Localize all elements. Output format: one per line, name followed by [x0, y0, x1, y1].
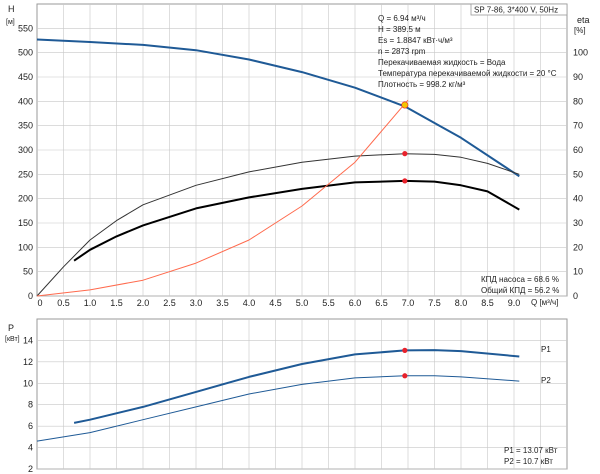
power-note: P1 = 13.07 кВт P2 = 10.7 кВт	[504, 446, 558, 466]
model-title: SP 7-86, 3*400 V, 50Hz	[474, 6, 558, 15]
upper-y-unit: [м]	[6, 19, 15, 26]
upper-right-label: eta	[577, 15, 590, 25]
y-tick-label: 0	[28, 291, 33, 301]
info-line: Q = 6.94 м³/ч	[378, 14, 426, 23]
series-line-head	[36, 38, 520, 178]
series-label-p2: P2	[541, 376, 551, 385]
y-tick-label: 200	[18, 194, 33, 204]
y-tick-label: 350	[18, 121, 33, 131]
info-line: Перекачиваемая жидкость = Вода	[378, 58, 506, 67]
y-right-tick-label: 60	[573, 145, 583, 155]
info-line: Плотность = 998.2 кг/м³	[378, 80, 466, 89]
operating-point-marker	[402, 347, 408, 353]
x-tick-label: 4.0	[243, 298, 256, 308]
x-tick-label: 5.0	[296, 298, 309, 308]
operating-point-marker	[402, 373, 408, 379]
y-right-tick-label: 100	[573, 48, 588, 58]
x-tick-label: 7.5	[428, 298, 441, 308]
operating-info: Q = 6.94 м³/ч H = 389.5 м Es = 1.8847 кВ…	[378, 14, 557, 89]
x-tick-label: 8.5	[481, 298, 494, 308]
y-right-tick-label: 20	[573, 242, 583, 252]
y-right-tick-label: 30	[573, 218, 583, 228]
upper-grid	[37, 4, 567, 297]
series-line-P2	[36, 375, 520, 442]
upper-series	[36, 38, 520, 297]
series-label-p1: P1	[541, 345, 551, 354]
upper-y-label: H	[8, 4, 15, 14]
info-line: H = 389.5 м	[378, 25, 421, 34]
y-right-tick-label: 90	[573, 72, 583, 82]
lower-grid	[37, 319, 567, 470]
y-tick-label: 10	[23, 378, 33, 388]
series-line-efficiency_main	[73, 179, 520, 262]
operating-point-marker	[402, 151, 408, 157]
y-right-tick-label: 0	[573, 291, 578, 301]
y-right-tick-label: 50	[573, 169, 583, 179]
efficiency-note-line: КПД насоса = 68.6 %	[481, 275, 559, 284]
y-tick-label: 100	[18, 242, 33, 252]
model-box	[470, 3, 568, 16]
upper-axes: 0 0.5 1.0 1.5 2.0 2.5 3.0 3.5 4.0 4.5 5.0 5.5 6.0 6.5…	[18, 23, 588, 308]
series-line-system_curve	[36, 99, 409, 297]
x-tick-label: 4.5	[269, 298, 282, 308]
y-right-tick-label: 40	[573, 194, 583, 204]
y-right-tick-label: 80	[573, 96, 583, 106]
x-tick-label: 3.0	[190, 298, 203, 308]
y-tick-label: 14	[23, 335, 33, 345]
x-tick-label: 6.0	[349, 298, 362, 308]
y-tick-label: 8	[28, 400, 33, 410]
y-tick-label: 250	[18, 169, 33, 179]
lower-markers	[402, 347, 408, 379]
series-line-efficiency_thin	[36, 153, 520, 297]
y-right-tick-label: 10	[573, 267, 583, 277]
x-tick-label: 3.5	[216, 298, 229, 308]
x-tick-label: 5.5	[322, 298, 335, 308]
x-tick-label: 1.5	[110, 298, 123, 308]
y-tick-label: 50	[23, 267, 33, 277]
power-note-line: P2 = 10.7 кВт	[504, 457, 553, 466]
x-tick-label: 2.5	[163, 298, 176, 308]
y-tick-label: 12	[23, 357, 33, 367]
y-tick-label: 500	[18, 48, 33, 58]
y-tick-label: 400	[18, 96, 33, 106]
operating-point-marker	[402, 178, 408, 184]
series-line-P1	[73, 349, 520, 424]
y-tick-label: 450	[18, 72, 33, 82]
lower-y-label: P	[8, 323, 14, 333]
x-tick-label: 2.0	[137, 298, 150, 308]
power-note-line: P1 = 13.07 кВт	[504, 446, 558, 455]
efficiency-note: КПД насоса = 68.6 % Общий КПД = 56.2 %	[481, 275, 559, 295]
lower-axes: 2 4 6 8 10 12 14	[23, 335, 33, 474]
lower-y-unit: [кВт]	[5, 336, 20, 343]
x-tick-label: 1.0	[84, 298, 97, 308]
y-tick-label: 550	[18, 23, 33, 33]
x-tick-label: 7.0	[402, 298, 415, 308]
y-tick-label: 150	[18, 218, 33, 228]
y-tick-label: 6	[28, 421, 33, 431]
x-axis-label: Q [м³/ч]	[531, 298, 558, 307]
x-tick-label: 6.5	[375, 298, 388, 308]
info-line: Es = 1.8847 кВт·ч/м³	[378, 36, 453, 45]
y-tick-label: 2	[28, 464, 33, 474]
x-tick-label: 0.5	[57, 298, 70, 308]
x-tick-label: 0	[37, 298, 42, 308]
info-line: n = 2873 rpm	[378, 47, 426, 56]
operating-point-marker	[401, 101, 409, 109]
x-tick-label: 9.0	[508, 298, 521, 308]
lower-plot: 2 4 6 8 10 12 14 P [кВт] P1 P2 P1 = 13.07 кВт …	[5, 318, 568, 474]
upper-markers	[401, 101, 409, 184]
x-tick-label: 8.0	[455, 298, 468, 308]
upper-plot: 0 0.5 1.0 1.5 2.0 2.5 3.0 3.5 4.0 4.5 5.0 5.5 6.0 6.5…	[6, 3, 590, 308]
efficiency-note-line: Общий КПД = 56.2 %	[481, 286, 559, 295]
lower-series	[36, 349, 520, 442]
info-line: Температура перекачиваемой жидкости = 20…	[378, 69, 557, 78]
y-tick-label: 300	[18, 145, 33, 155]
upper-right-unit: [%]	[574, 26, 586, 35]
y-tick-label: 4	[28, 443, 33, 453]
y-right-tick-label: 70	[573, 121, 583, 131]
